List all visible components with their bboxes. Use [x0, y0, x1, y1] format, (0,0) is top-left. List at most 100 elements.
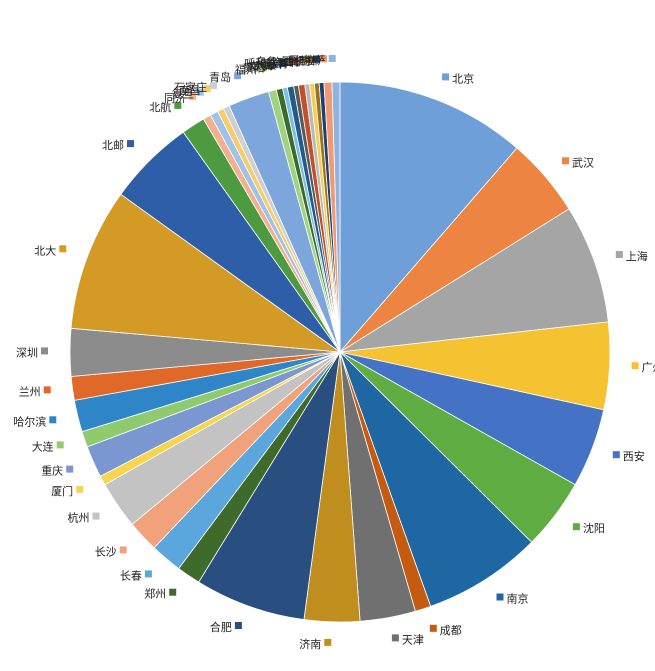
legend-swatch — [313, 55, 320, 63]
slice-label: 石家庄 — [174, 80, 207, 94]
legend-swatch — [189, 92, 197, 100]
pie-label: 西宁 — [283, 54, 315, 68]
pie-label: 桂林 — [295, 53, 327, 67]
legend-swatch — [234, 622, 242, 629]
legend-swatch — [562, 157, 569, 165]
slice-label: 同济 — [164, 91, 186, 105]
slice-label: 大连 — [32, 439, 54, 453]
slice-label: 南京 — [507, 592, 529, 606]
legend-swatch — [174, 101, 182, 109]
legend-swatch — [285, 58, 293, 66]
pie-label: 复旦 — [172, 87, 204, 101]
slice-label: 复旦 — [172, 87, 194, 101]
slice-label: 南宁 — [248, 59, 270, 73]
pie-label: 广州 — [631, 361, 655, 374]
slice-label: 长春 — [120, 569, 142, 582]
pie-label: 南昌 — [179, 84, 211, 97]
slice-label: 上海 — [626, 249, 648, 263]
slice-label: 北邮 — [102, 139, 124, 152]
legend-swatch — [324, 638, 332, 646]
slice-label: 兰州 — [19, 385, 41, 398]
legend-swatch — [267, 62, 275, 70]
pie-label: 海口 — [272, 55, 305, 69]
slice-label: 广州 — [642, 361, 655, 374]
legend-swatch — [307, 56, 315, 64]
slice-label: 福州 — [235, 62, 257, 76]
slice-label: 哈尔滨 — [13, 414, 46, 428]
legend-swatch — [320, 55, 327, 63]
legend-swatch — [442, 73, 450, 81]
slice-label: 长沙 — [95, 545, 117, 558]
pie-label: 西安 — [612, 449, 645, 463]
pie-label: 昆明 — [288, 55, 320, 68]
legend-swatch — [496, 593, 504, 601]
pie-slice — [339, 81, 518, 354]
slice-label: 沈阳 — [583, 521, 605, 535]
slice-label: 北京 — [452, 71, 474, 85]
legend-swatch — [572, 523, 580, 531]
legend-swatch — [66, 465, 74, 473]
pie-label: 天津 — [391, 633, 424, 646]
pie-label: 哈尔滨 — [13, 414, 57, 428]
legend-swatch — [119, 546, 127, 554]
slice-label: 青岛 — [209, 70, 231, 84]
legend-swatch — [612, 451, 620, 459]
legend-swatch — [144, 570, 152, 578]
pie-label: 北大 — [34, 243, 67, 257]
slice-label: 厦门 — [51, 484, 73, 498]
legend-swatch — [127, 140, 134, 148]
slice-label: 拉萨 — [304, 53, 326, 67]
slice-label: 贵阳 — [243, 61, 265, 74]
legend-swatch — [234, 72, 242, 80]
legend-swatch — [41, 347, 48, 355]
pie-label: 福州 — [235, 62, 267, 76]
legend-swatch — [429, 624, 437, 632]
legend-swatch — [56, 441, 64, 449]
pie-label: 上海 — [615, 249, 648, 263]
pie-slice — [331, 81, 341, 353]
legend-swatch — [273, 61, 281, 69]
slice-label: 海口 — [272, 55, 294, 69]
slice-label: 武汉 — [572, 156, 594, 169]
slice-label: 桂林 — [295, 53, 317, 67]
pie-label: 兰州 — [19, 385, 51, 398]
slice-label: 成都 — [440, 624, 462, 637]
pie-label: 长春 — [120, 569, 152, 582]
slice-label: 济南 — [299, 637, 321, 651]
pie-slice — [339, 208, 609, 353]
pie-label: 重庆 — [41, 464, 74, 478]
slice-label: 乌鲁木齐 — [256, 55, 300, 69]
pie-label: 贵阳 — [243, 61, 275, 74]
pie-label: 太原 — [254, 59, 287, 72]
legend-swatch — [302, 56, 310, 64]
pie-label: 南京 — [496, 592, 529, 606]
pie-label: 青岛 — [209, 70, 242, 84]
legend-swatch — [631, 362, 639, 370]
pie-label: 乌鲁木齐 — [256, 55, 310, 69]
legend-swatch — [169, 588, 177, 596]
legend-swatch — [43, 386, 51, 394]
slice-label: 呼和浩特 — [244, 56, 288, 70]
slice-label: 北大 — [34, 243, 56, 257]
legend-swatch — [328, 55, 336, 62]
legend-swatch — [59, 245, 67, 253]
pie-label: 南宁 — [248, 59, 281, 73]
legend-swatch — [76, 485, 84, 493]
legend-swatch — [297, 57, 305, 65]
slice-label: 郑州 — [144, 587, 166, 601]
slice-label: 北航 — [149, 100, 171, 114]
legend-swatch — [279, 60, 287, 67]
pie-label: 成都 — [429, 624, 462, 637]
legend-swatch — [203, 85, 211, 93]
legend-swatch — [291, 58, 299, 65]
pie-label: 北航 — [149, 100, 182, 114]
pie-slices — [69, 81, 611, 623]
pie-label: 大连 — [32, 439, 64, 453]
slice-label: 南昌 — [179, 84, 201, 97]
pie-label: 合肥 — [210, 620, 242, 634]
pie-label: 呼和浩特 — [244, 56, 299, 70]
pie-label: 北京 — [442, 71, 474, 85]
pie-slice — [70, 193, 342, 353]
pie-label: 济南 — [299, 637, 332, 651]
